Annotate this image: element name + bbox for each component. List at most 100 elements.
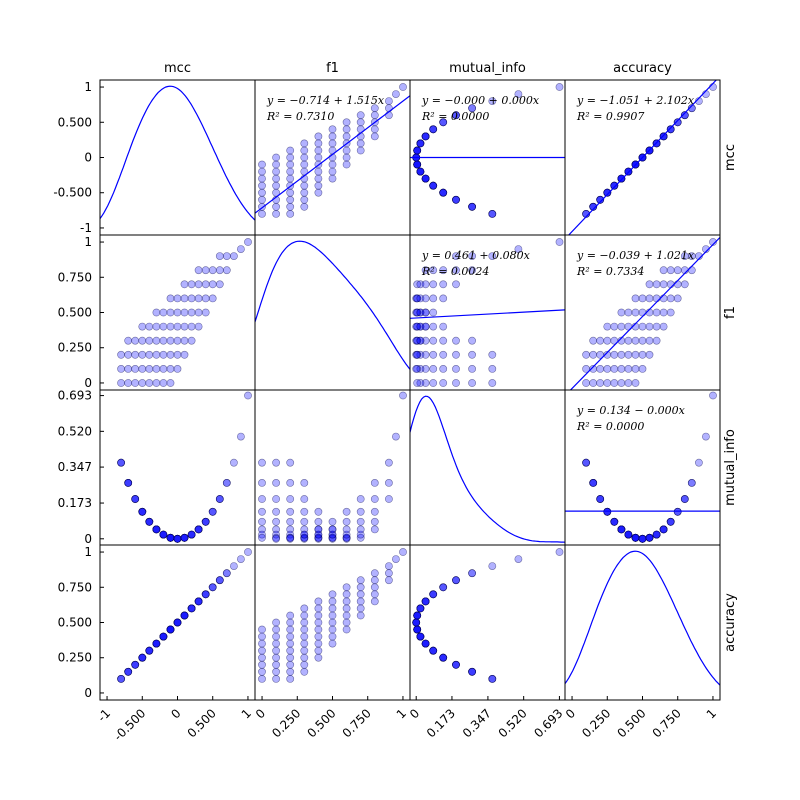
scatter-point: [286, 146, 295, 155]
scatter-point: [328, 618, 337, 627]
scatter-point: [314, 181, 323, 190]
scatter-point: [286, 458, 295, 467]
scatter-point: [286, 646, 295, 655]
scatter-point: [452, 576, 460, 585]
scatter-point: [236, 555, 245, 563]
x-tick-label: 0.250: [579, 706, 613, 740]
scatter-point: [412, 618, 421, 627]
x-tick-label: 0.347: [460, 706, 494, 740]
scatter-point: [328, 604, 337, 613]
scatter-point: [166, 322, 175, 331]
scatter-point: [173, 618, 182, 627]
scatter-point: [272, 667, 280, 676]
scatter-point: [687, 478, 696, 487]
scatter-point: [138, 379, 147, 387]
y-tick-label: 0.750: [58, 270, 92, 284]
scatter-point: [286, 632, 295, 641]
scatter-point: [286, 495, 295, 503]
scatter-point: [145, 322, 154, 331]
scatter-point: [300, 160, 309, 169]
scatter-point: [173, 308, 182, 317]
scatter-point: [314, 132, 323, 141]
scatter-point: [286, 611, 295, 620]
regression-r2: R² = 0.0000: [421, 110, 489, 123]
y-tick-label: -1: [80, 221, 92, 235]
scatter-point: [272, 625, 280, 634]
scatter-point: [180, 611, 189, 620]
scatter-point: [468, 569, 476, 578]
scatter-point: [300, 533, 309, 542]
scatter-point: [300, 625, 309, 634]
scatter-point: [413, 146, 422, 155]
scatter-point: [555, 238, 564, 246]
scatter-point: [356, 525, 365, 534]
scatter-point: [286, 675, 295, 683]
scatter-point: [215, 252, 224, 260]
scatter-point: [272, 646, 280, 655]
scatter-point: [452, 195, 460, 204]
scatter-point: [370, 569, 379, 578]
scatter-point: [555, 83, 564, 91]
regression-r2: R² = 0.0000: [576, 420, 644, 433]
scatter-point: [356, 611, 365, 620]
scatter-point: [488, 364, 497, 373]
scatter-point: [468, 252, 476, 260]
scatter-point: [416, 632, 425, 641]
scatter-point: [300, 478, 309, 487]
scatter-point: [187, 322, 196, 331]
regression-equation: y = −0.000 + 0.000x: [421, 94, 540, 107]
scatter-point: [429, 350, 438, 359]
scatter-point: [173, 294, 182, 303]
scatter-point: [610, 379, 619, 387]
scatter-point: [356, 139, 365, 148]
panel-accuracy-vs-f1: [254, 544, 411, 701]
scatter-point: [145, 336, 154, 345]
scatter-point: [286, 188, 295, 197]
scatter-point: [652, 530, 661, 539]
scatter-point: [645, 336, 654, 345]
scatter-point: [624, 336, 633, 345]
scatter-point: [666, 125, 675, 134]
y-tick-label: 0.500: [58, 616, 92, 630]
scatter-point: [208, 280, 217, 289]
scatter-point: [286, 478, 295, 487]
scatter-point: [638, 322, 647, 331]
scatter-point: [356, 146, 365, 155]
scatter-point: [272, 675, 280, 683]
scatter-point: [596, 495, 605, 503]
scatter-point: [272, 153, 280, 162]
x-tick-label: 0.693: [531, 706, 565, 740]
scatter-point: [370, 597, 379, 606]
scatter-point: [244, 548, 252, 556]
scatter-point: [356, 118, 365, 127]
scatter-point: [342, 118, 351, 127]
scatter-point: [138, 507, 147, 516]
scatter-point: [624, 379, 633, 387]
scatter-point: [452, 266, 460, 275]
scatter-point: [180, 336, 189, 345]
scatter-point: [300, 181, 309, 190]
scatter-point: [159, 322, 168, 331]
scatter-point: [421, 174, 430, 183]
y-tick-label: 1: [84, 545, 92, 559]
scatter-point: [468, 364, 476, 373]
scatter-point: [117, 675, 125, 683]
scatter-point: [384, 97, 393, 105]
panel-frame: [99, 389, 256, 546]
scatter-point: [666, 517, 675, 526]
scatter-point: [187, 308, 196, 317]
scatter-point: [468, 104, 476, 113]
scatter-point: [488, 379, 497, 387]
scatter-point: [617, 308, 626, 317]
scatter-point: [300, 653, 309, 662]
scatter-point: [215, 266, 224, 275]
scatter-point: [673, 294, 682, 303]
scatter-point: [314, 639, 323, 648]
scatter-point: [468, 379, 476, 387]
scatter-point: [384, 576, 393, 585]
scatter-point: [300, 618, 309, 627]
scatter-point: [286, 195, 295, 204]
scatter-point: [488, 209, 497, 218]
panel-f1-vs-mcc: [99, 234, 256, 391]
scatter-point: [413, 350, 422, 359]
